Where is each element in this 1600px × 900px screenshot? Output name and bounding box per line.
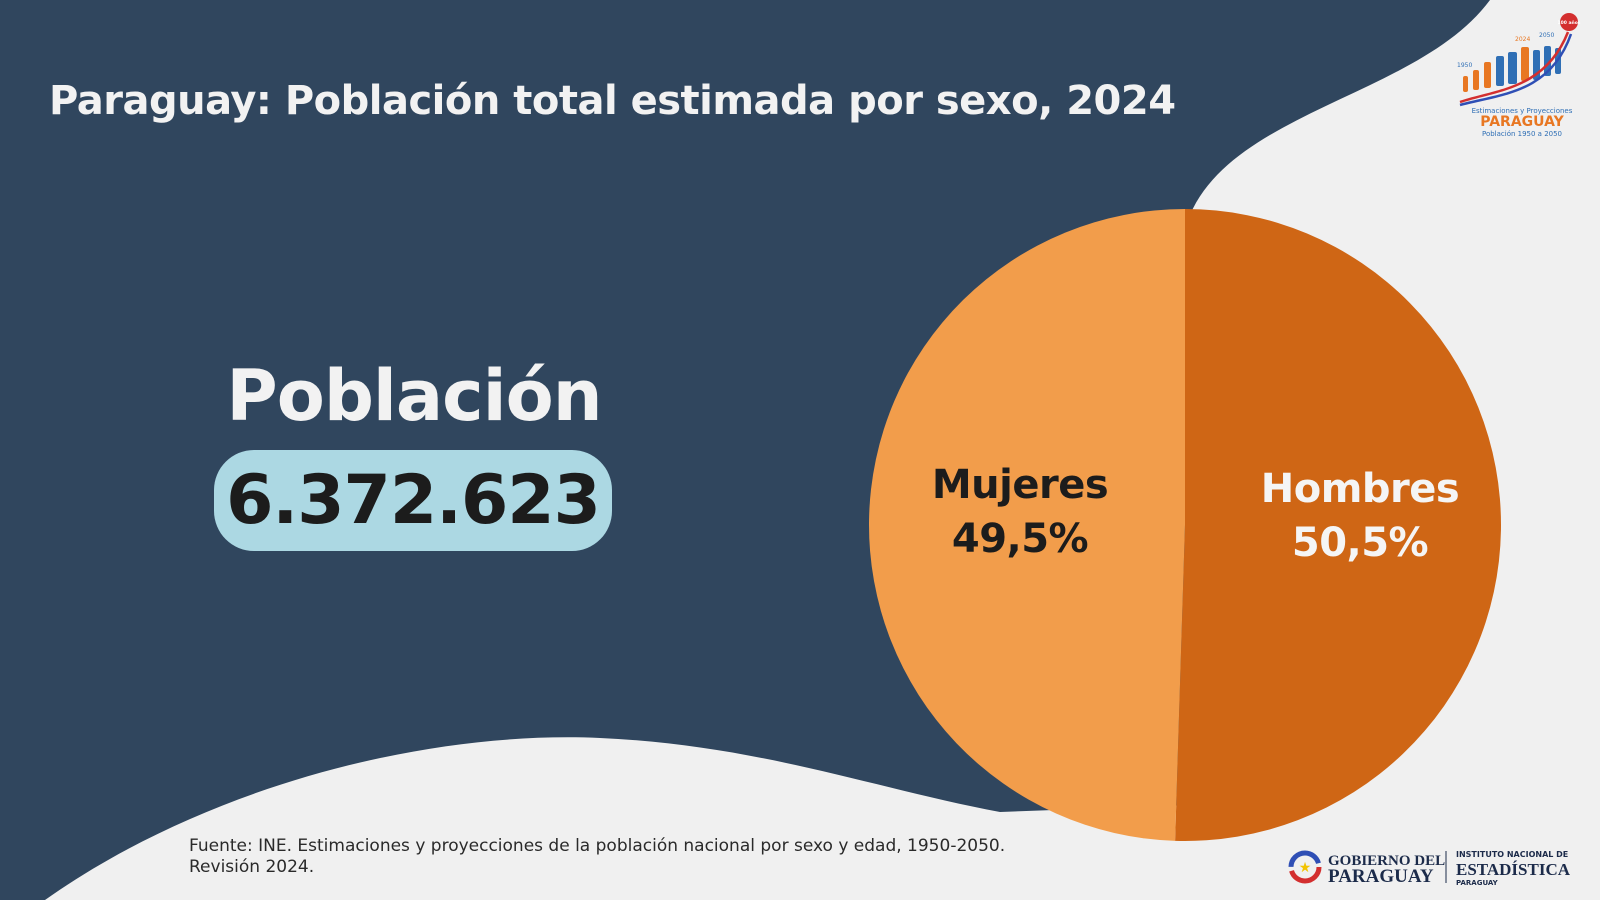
government-ine-logo: ★ GOBIERNO DEL PARAGUAY INSTITUTO NACION… — [1288, 850, 1571, 887]
svg-text:PARAGUAY: PARAGUAY — [1456, 879, 1499, 887]
estimaciones-logo: 1950 2024 2050 100 años Estimaciones y P… — [1457, 13, 1581, 138]
100-years-badge-icon — [1560, 13, 1578, 31]
pie-slice-mujeres — [869, 209, 1185, 841]
slice-percent: 50,5% — [1291, 520, 1429, 566]
svg-text:INSTITUTO NACIONAL DE: INSTITUTO NACIONAL DE — [1456, 850, 1568, 859]
population-value: 6.372.623 — [226, 461, 601, 540]
svg-text:100 años: 100 años — [1558, 20, 1581, 26]
pie-slice-hombres — [1175, 209, 1502, 841]
source-line-1: Fuente: INE. Estimaciones y proyecciones… — [189, 836, 1006, 856]
source-line-2: Revisión 2024. — [189, 857, 315, 877]
source-note: Fuente: INE. Estimaciones y proyecciones… — [189, 836, 1005, 878]
star-icon: ★ — [1299, 860, 1312, 876]
population-label: Población — [226, 355, 602, 437]
svg-text:2024: 2024 — [1515, 36, 1530, 43]
svg-text:ESTADÍSTICA: ESTADÍSTICA — [1456, 860, 1571, 879]
svg-text:Población 1950 a 2050: Población 1950 a 2050 — [1482, 130, 1562, 138]
svg-text:PARAGUAY: PARAGUAY — [1328, 866, 1434, 887]
svg-text:2050: 2050 — [1539, 32, 1554, 39]
page-title: Paraguay: Población total estimada por s… — [49, 78, 1176, 124]
svg-text:1950: 1950 — [1457, 62, 1472, 69]
slice-percent: 49,5% — [951, 516, 1089, 562]
slice-name: Hombres — [1260, 466, 1460, 512]
slice-name: Mujeres — [931, 462, 1109, 508]
slice-label-mujeres: Mujeres 49,5% — [900, 458, 1140, 566]
people-icon — [1463, 46, 1561, 92]
laurel-icon — [1288, 850, 1322, 884]
svg-text:PARAGUAY: PARAGUAY — [1480, 114, 1564, 130]
svg-text:Estimaciones y Proyecciones: Estimaciones y Proyecciones — [1472, 107, 1573, 115]
bottom-wave — [45, 737, 1600, 900]
slice-label-hombres: Hombres 50,5% — [1240, 462, 1480, 570]
svg-text:GOBIERNO DEL: GOBIERNO DEL — [1328, 853, 1445, 869]
population-value-pill: 6.372.623 — [214, 450, 612, 551]
